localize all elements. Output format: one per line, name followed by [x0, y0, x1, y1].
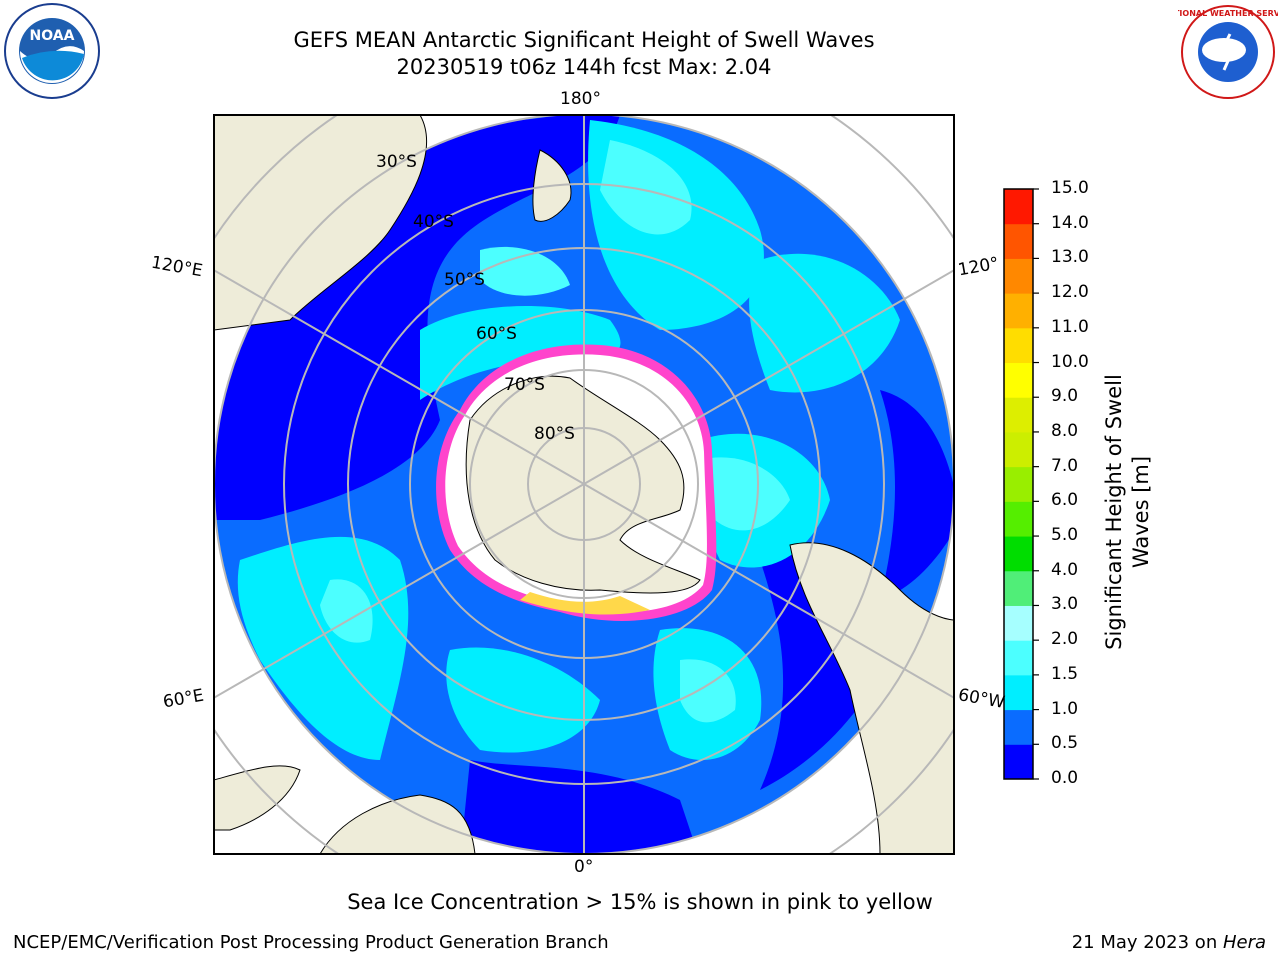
colorbar-tick-label: 15.0 [1051, 178, 1089, 198]
colorbar-title-line2: Waves [m] [1129, 455, 1153, 569]
colorbar-segment [1004, 501, 1033, 537]
colorbar-segment [1004, 397, 1033, 433]
sea-ice-note: Sea Ice Concentration > 15% is shown in … [347, 890, 933, 914]
lat-label-50s: 50°S [444, 270, 485, 290]
chart-subtitle: 20230519 t06z 144h fcst Max: 2.04 [396, 55, 772, 79]
lat-label-40s: 40°S [413, 212, 454, 232]
colorbar-segment [1004, 189, 1033, 225]
madagascar-land [214, 765, 301, 831]
colorbar-title: Significant Height of Swell Waves [m] [1101, 312, 1155, 712]
colorbar-tick-label: 4.0 [1051, 559, 1079, 580]
colorbar-segment [1004, 327, 1033, 364]
colorbar-segment [1004, 674, 1033, 711]
colorbar-tick-label: 0.0 [1051, 768, 1079, 788]
colorbar-tick-label: 10.0 [1051, 351, 1089, 372]
colorbar-segment [1004, 466, 1033, 502]
south-america-land [789, 542, 954, 854]
africa-land [319, 794, 476, 854]
colorbar-segment [1004, 640, 1033, 676]
colorbar-title-line1: Significant Height of Swell [1102, 374, 1126, 650]
colorbar-segment [1004, 223, 1033, 259]
colorbar-tick-label: 5.0 [1051, 525, 1079, 546]
colorbar-tick-label: 11.0 [1051, 316, 1089, 337]
footer-date-text: 21 May 2023 on [1071, 932, 1223, 953]
colorbar-segment [1004, 362, 1033, 398]
footer-credit: NCEP/EMC/Verification Post Processing Pr… [13, 932, 609, 953]
lat-label-80s: 80°S [534, 424, 575, 444]
footer-date: 21 May 2023 on Hera [1072, 932, 1266, 953]
colorbar [1004, 188, 1039, 780]
lon-label-180: 180° [560, 89, 601, 109]
colorbar-tick-label: 2.0 [1051, 629, 1079, 650]
colorbar-segment [1004, 744, 1033, 780]
colorbar-segment [1004, 293, 1033, 329]
lat-label-30s: 30°S [376, 152, 417, 172]
colorbar-tick-label: 14.0 [1051, 212, 1089, 233]
colorbar-segment [1004, 709, 1033, 745]
colorbar-tick-label: 12.0 [1051, 282, 1089, 303]
national-weather-service-logo: NATIONAL WEATHER SERVICE [1178, 5, 1278, 99]
colorbar-segment [1004, 258, 1033, 294]
lat-label-60s: 60°S [476, 324, 517, 344]
colorbar-tick-label: 1.5 [1051, 663, 1079, 684]
colorbar-tick-label: 13.0 [1051, 247, 1089, 268]
colorbar-tick-label: 9.0 [1051, 386, 1079, 407]
lat-label-70s: 70°S [504, 375, 545, 395]
colorbar-segment [1004, 536, 1033, 572]
svg-text:NOAA: NOAA [30, 28, 75, 44]
colorbar-segment [1004, 570, 1033, 606]
svg-text:NATIONAL WEATHER SERVICE: NATIONAL WEATHER SERVICE [1178, 9, 1278, 18]
colorbar-tick-label: 6.0 [1051, 490, 1079, 511]
colorbar-segment [1004, 431, 1033, 468]
australia-land [214, 115, 428, 331]
map-frame [213, 114, 955, 855]
colorbar-segment [1004, 605, 1033, 641]
colorbar-tick-label: 1.0 [1051, 698, 1079, 719]
colorbar-tick-label: 0.5 [1051, 733, 1079, 754]
colorbar-tick-label: 7.0 [1051, 455, 1079, 476]
noaa-logo: NOAA [4, 3, 100, 99]
chart-title: GEFS MEAN Antarctic Significant Height o… [293, 28, 875, 52]
colorbar-tick-label: 8.0 [1051, 420, 1079, 441]
lon-label-0: 0° [574, 857, 594, 877]
colorbar-tick-label: 3.0 [1051, 594, 1079, 615]
footer-host: Hera [1222, 932, 1266, 953]
